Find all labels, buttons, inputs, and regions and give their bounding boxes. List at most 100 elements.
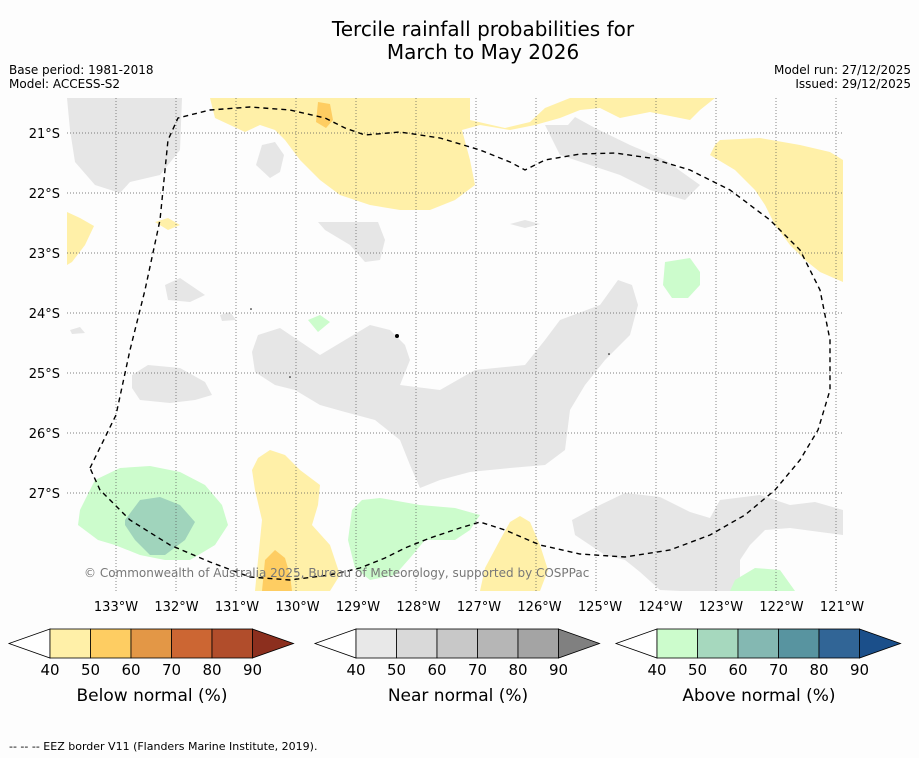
near-area-central-n (318, 222, 385, 262)
legend-swatch (355, 628, 397, 659)
legend-swatch (477, 628, 519, 659)
legend-swatch (697, 628, 739, 659)
legend-swatch (49, 628, 91, 659)
legend-tick-label: 70 (768, 661, 789, 679)
legend-swatch (171, 628, 213, 659)
longitude-label: 123°W (699, 600, 743, 615)
eez-border (89, 106, 831, 581)
longitude-label: 127°W (457, 600, 501, 615)
near-area-tiny-2 (220, 312, 236, 321)
legend-tick-label: 70 (161, 661, 182, 679)
footer-note: -- -- -- EEZ border V11 (Flanders Marine… (9, 740, 318, 753)
base-period: Base period: 1981-2018 (9, 63, 154, 77)
below50-area-s (262, 550, 292, 591)
legend-swatch (90, 628, 132, 659)
latitude-label: 21°S (29, 127, 60, 142)
below-area-west (67, 212, 94, 265)
legend-colorbar (7, 628, 295, 659)
meta-left: Base period: 1981-2018 Model: ACCESS-S2 (9, 63, 154, 91)
legend-tick-label: 80 (809, 661, 829, 679)
longitude-label: 125°W (578, 600, 622, 615)
near-area-sw (132, 365, 212, 403)
model-name: Model: ACCESS-S2 (9, 77, 121, 91)
near-area-ne (545, 117, 700, 200)
above-area-ne (663, 258, 700, 298)
legend-tick-label: 50 (386, 661, 407, 679)
legend-tick-label: 60 (728, 661, 748, 679)
attribution: © Commonwealth of Australia 2025, Bureau… (84, 566, 589, 580)
latitude-label: 23°S (29, 247, 60, 262)
below-area-north (210, 98, 715, 210)
legend-swatch (737, 628, 779, 659)
legend-swatch (436, 628, 478, 659)
below-area-ne (710, 138, 843, 282)
legend-tick-label: 90 (242, 661, 263, 679)
legend-tick-label: 90 (849, 661, 870, 679)
latitude-labels: 21°S 22°S 23°S 24°S 25°S 26°S 27°S (29, 127, 60, 502)
legend-swatch (517, 628, 559, 659)
legend-above-label: Above normal (%) (682, 686, 836, 706)
legend-tick-label: 90 (548, 661, 569, 679)
legend-below-label: Below normal (%) (76, 686, 228, 706)
below-area-small (155, 218, 180, 230)
below-area-south-2 (480, 516, 548, 591)
legend-under-arrow (313, 628, 357, 659)
longitude-label: 129°W (336, 600, 380, 615)
longitude-label: 128°W (396, 600, 440, 615)
longitude-label: 132°W (154, 600, 198, 615)
above-area-s (348, 498, 480, 580)
legend-colorbar (313, 628, 601, 659)
issued-date: Issued: 29/12/2025 (795, 77, 911, 91)
latitude-label: 24°S (29, 307, 60, 322)
legend-tick-label: 50 (687, 661, 708, 679)
legend-tick-label: 80 (508, 661, 528, 679)
legend-swatch (211, 628, 253, 659)
legend-swatch (656, 628, 698, 659)
near-area-n (256, 142, 284, 178)
near-area-tiny-w (70, 327, 85, 334)
above50-area-sw (125, 497, 195, 555)
legend-tick-label: 70 (467, 661, 488, 679)
above-normal-50-areas (125, 497, 195, 555)
latitude-label: 25°S (29, 367, 60, 382)
islands (250, 308, 610, 378)
longitude-label: 131°W (215, 600, 259, 615)
legend-tick-label: 50 (80, 661, 101, 679)
near-area-w (165, 278, 205, 302)
longitude-label: 130°W (275, 600, 319, 615)
legend-over-arrow (558, 628, 601, 659)
model-run: Model run: 27/12/2025 (773, 63, 911, 77)
title-line-2: March to May 2026 (386, 40, 580, 64)
longitude-label: 122°W (759, 600, 803, 615)
near-area-nw (67, 98, 182, 193)
legend-colorbar (614, 628, 902, 659)
longitude-label: 124°W (638, 600, 682, 615)
legend-near-label: Near normal (%) (387, 686, 529, 706)
legend-under-arrow (7, 628, 51, 659)
near-area-main (252, 280, 638, 488)
above-area-se (730, 568, 795, 591)
longitude-label: 126°W (517, 600, 561, 615)
longitude-labels: 133°W 132°W 131°W 130°W 129°W 128°W 127°W 126°W… (94, 600, 864, 615)
below-normal-50-areas (262, 102, 333, 591)
map-title: Tercile rainfall probabilities for March… (0, 18, 919, 64)
legend-over-arrow (859, 628, 902, 659)
legend-under-arrow (614, 628, 658, 659)
longitude-label: 133°W (94, 600, 138, 615)
near-normal-areas (67, 98, 843, 591)
meta-right: Model run: 27/12/2025 Issued: 29/12/2025 (774, 63, 911, 91)
legend-tick-label: 80 (202, 661, 222, 679)
longitude-label: 121°W (820, 600, 864, 615)
near-area-se (572, 493, 843, 591)
legend-swatch (396, 628, 438, 659)
above-area-small (308, 315, 330, 332)
legend-tick-label: 60 (121, 661, 141, 679)
latitude-label: 26°S (29, 427, 60, 442)
title-line-1: Tercile rainfall probabilities for (331, 17, 635, 41)
gridlines (67, 98, 843, 591)
legend-swatch (818, 628, 860, 659)
legend-swatch (130, 628, 172, 659)
near-area-small-e (510, 220, 540, 228)
probability-fields (67, 98, 843, 591)
